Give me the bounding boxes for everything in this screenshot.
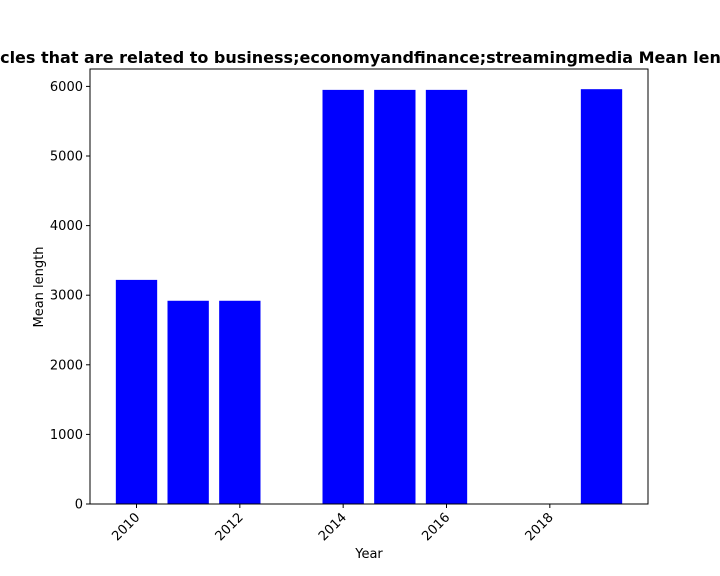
bars (115, 89, 623, 505)
bar-2011 (167, 300, 209, 504)
y-tick-label: 6000 (50, 80, 83, 95)
y-tick-label: 5000 (50, 150, 83, 165)
y-axis-label: Mean length (32, 247, 47, 328)
y-axis: 0 1000 2000 3000 4000 5000 6000 (50, 80, 90, 513)
x-axis-label: Year (354, 547, 383, 562)
bar-2015 (374, 89, 416, 504)
y-tick-label: 1000 (50, 428, 83, 443)
bar-2012 (219, 300, 261, 504)
x-tick-label: 2010 (109, 510, 143, 544)
x-tick-label: 2012 (213, 510, 247, 544)
y-tick-label: 3000 (50, 289, 83, 304)
bar-2014 (322, 89, 364, 504)
x-tick-label: 2018 (523, 510, 557, 544)
bar-2019 (580, 89, 623, 505)
x-axis: 2010 2012 2014 2016 2018 (109, 504, 557, 544)
y-tick-label: 0 (75, 498, 83, 513)
bar-2016 (425, 89, 468, 504)
y-tick-label: 4000 (50, 219, 83, 234)
chart-title: Number of Wikipedia articles that are re… (0, 48, 720, 67)
x-tick-label: 2014 (316, 510, 350, 544)
bar-2010 (115, 279, 158, 504)
y-tick-label: 2000 (50, 358, 83, 373)
x-tick-label: 2016 (419, 510, 453, 544)
plot-frame (89, 68, 649, 505)
